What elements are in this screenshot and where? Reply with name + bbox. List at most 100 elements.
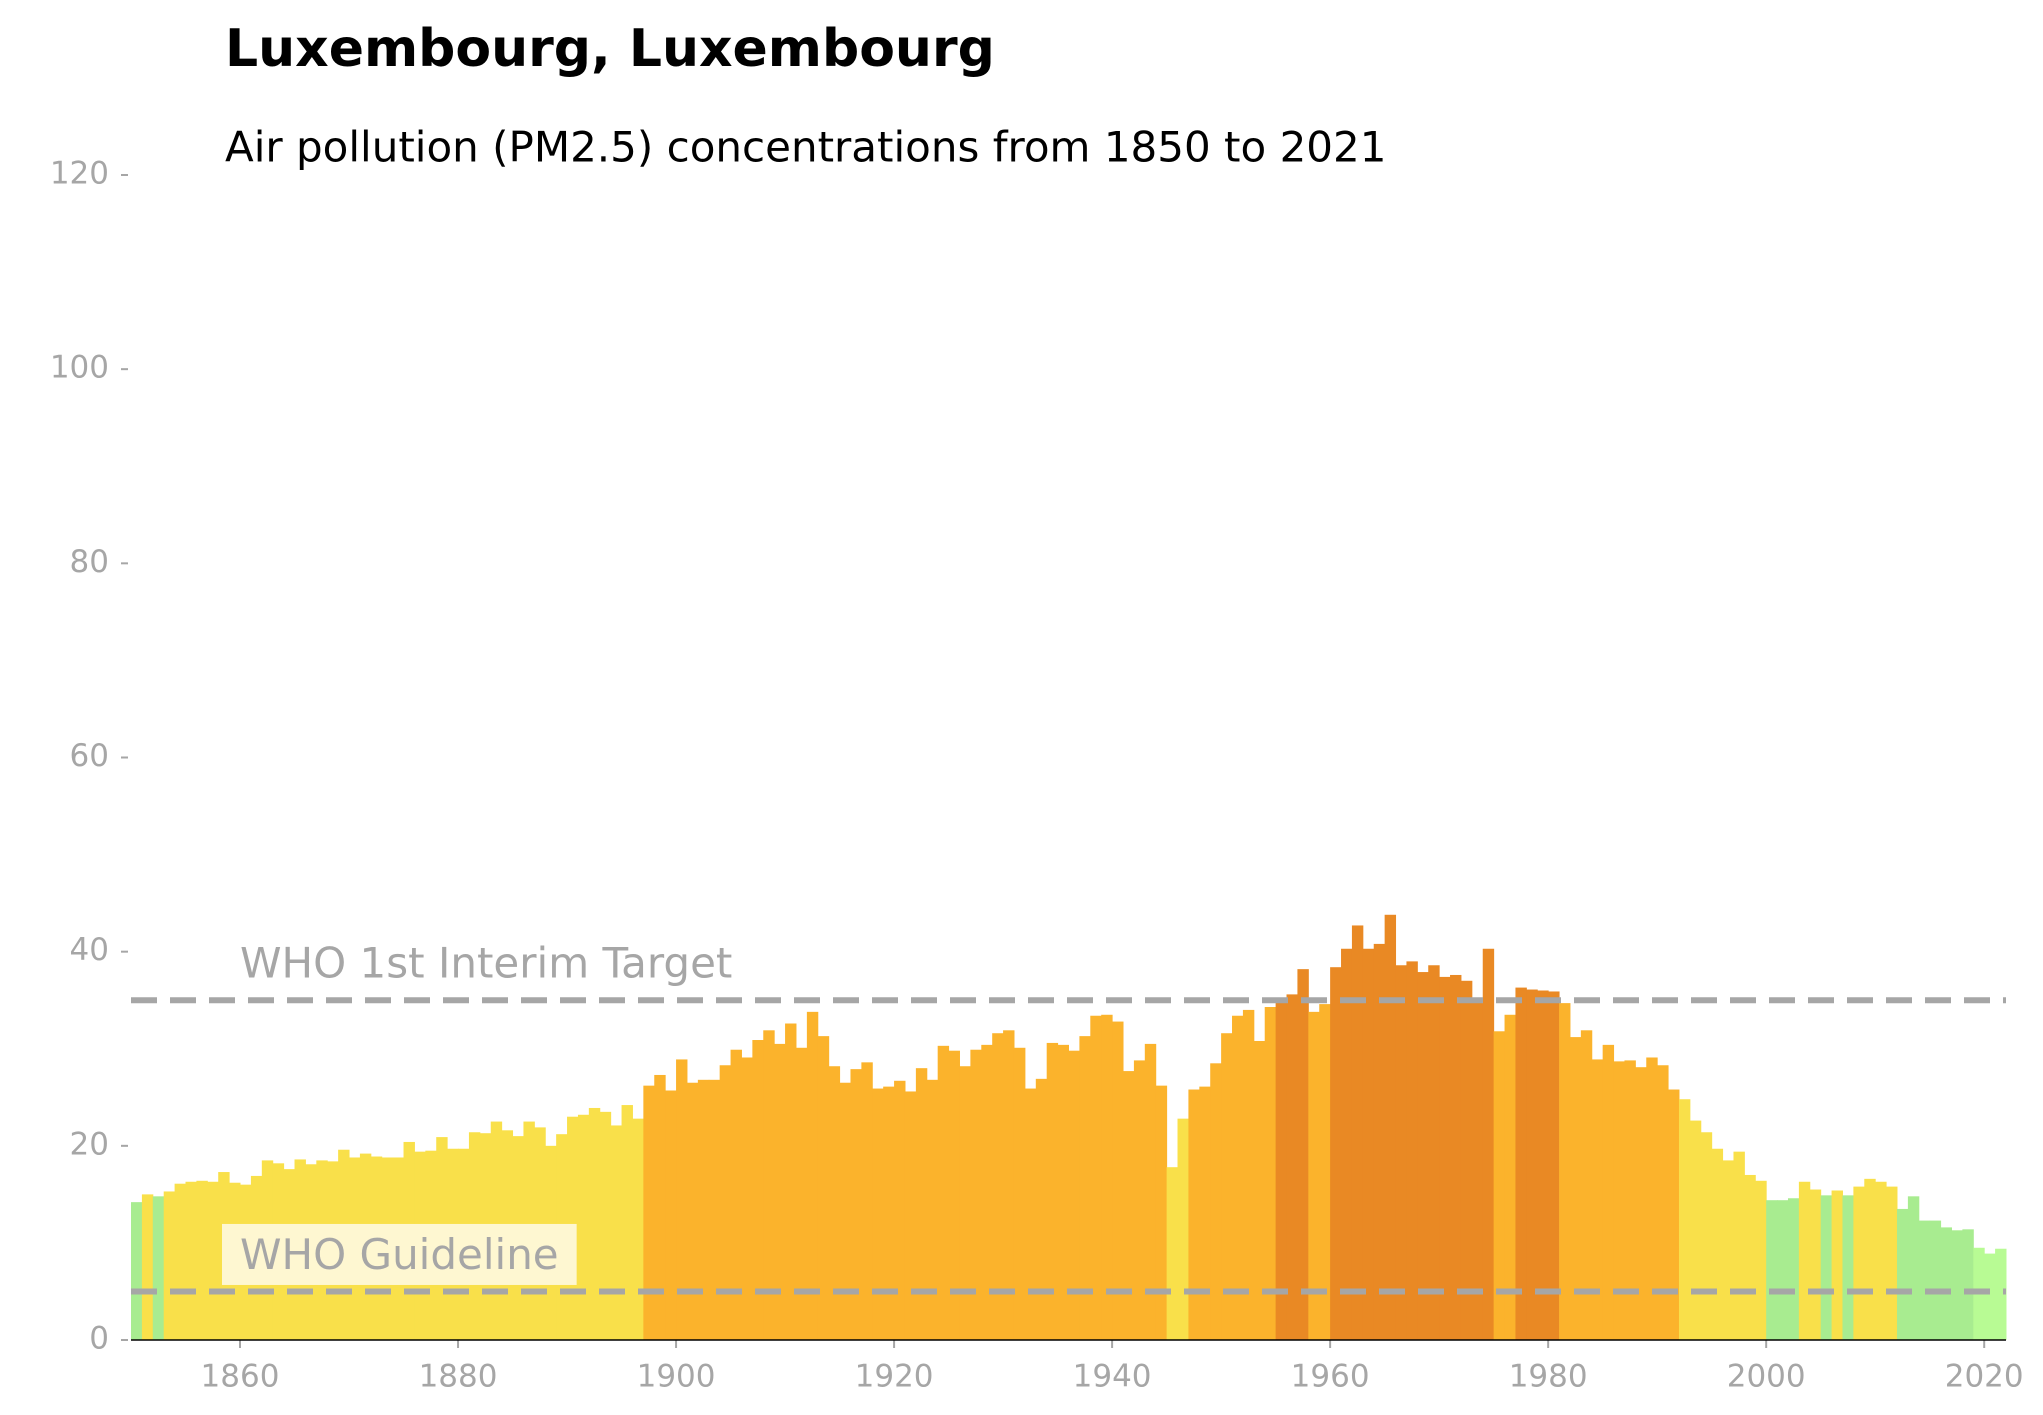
bar <box>1602 1044 1615 1340</box>
bar <box>981 1044 993 1340</box>
bar <box>686 1082 699 1340</box>
bar <box>1166 1167 1179 1340</box>
bar <box>1003 1030 1015 1340</box>
bar <box>719 1065 732 1340</box>
bar <box>1079 1036 1091 1340</box>
bar <box>904 1091 917 1340</box>
reference-label: WHO Guideline <box>240 1230 559 1279</box>
bar <box>1319 1004 1331 1340</box>
bar <box>1177 1118 1189 1340</box>
bar <box>1689 1120 1702 1340</box>
bar <box>676 1059 688 1340</box>
bar <box>1864 1178 1876 1340</box>
bar <box>1123 1071 1135 1340</box>
bar <box>1809 1189 1822 1340</box>
bar <box>937 1045 950 1340</box>
bar <box>1559 1003 1571 1340</box>
x-tick-label: 1940 <box>1073 1359 1152 1395</box>
bar <box>730 1049 742 1340</box>
bar <box>643 1085 655 1340</box>
bar <box>1439 976 1451 1340</box>
bar <box>872 1088 884 1340</box>
bar <box>1242 1009 1255 1340</box>
bar <box>1580 1030 1593 1340</box>
bar <box>152 1196 165 1340</box>
bar <box>1308 1011 1320 1340</box>
bar <box>1417 972 1429 1340</box>
bar <box>1373 943 1386 1340</box>
bar <box>1951 1230 1963 1340</box>
bar <box>883 1086 895 1340</box>
y-tick-label: 20 <box>70 1126 109 1162</box>
bar <box>1428 965 1440 1340</box>
bar <box>1351 925 1364 1340</box>
bar <box>1875 1181 1887 1340</box>
bar <box>839 1082 851 1340</box>
bar <box>1504 1014 1516 1340</box>
bar <box>1013 1047 1026 1340</box>
bar <box>1896 1208 1909 1340</box>
bar <box>1766 1200 1778 1340</box>
bar <box>1886 1186 1898 1340</box>
bar <box>1395 965 1407 1340</box>
bar <box>1624 1060 1636 1340</box>
bar <box>708 1079 721 1340</box>
bar <box>894 1080 906 1340</box>
bar <box>163 1191 176 1340</box>
bar <box>1341 948 1353 1340</box>
x-tick-label: 1980 <box>1509 1359 1588 1395</box>
bar <box>1090 1015 1102 1340</box>
bar <box>1940 1227 1952 1340</box>
y-tick-label: 120 <box>50 156 109 192</box>
y-tick-label: 40 <box>70 932 109 968</box>
bar <box>621 1105 633 1340</box>
bar <box>1646 1057 1658 1340</box>
bar <box>785 1023 797 1340</box>
bar <box>1264 1007 1277 1340</box>
bar <box>1493 1031 1506 1340</box>
y-tick-label: 60 <box>70 738 109 774</box>
bar <box>1591 1059 1604 1340</box>
bar <box>1155 1085 1168 1340</box>
bar <box>1657 1065 1669 1340</box>
bar <box>806 1011 819 1340</box>
bar <box>207 1181 219 1340</box>
y-tick-label: 100 <box>50 350 109 386</box>
bar <box>1144 1043 1157 1340</box>
bar <box>926 1079 939 1340</box>
bar <box>1221 1033 1233 1340</box>
bar <box>1755 1180 1767 1340</box>
bar <box>1548 991 1560 1340</box>
bar <box>1842 1195 1854 1340</box>
bar <box>577 1114 590 1340</box>
bar <box>1984 1253 1996 1340</box>
bar <box>1286 994 1298 1340</box>
bar <box>970 1049 982 1340</box>
reference-label-box <box>222 1223 577 1285</box>
bar <box>1962 1229 1974 1340</box>
bar <box>828 1066 841 1340</box>
bar <box>1798 1181 1811 1340</box>
bar <box>1068 1050 1080 1340</box>
bar <box>1700 1132 1713 1340</box>
bar <box>1853 1186 1865 1340</box>
bar <box>632 1118 644 1340</box>
bar <box>1711 1148 1724 1340</box>
x-tick-label: 1880 <box>419 1359 498 1395</box>
chart-subtitle: Air pollution (PM2.5) concentrations fro… <box>225 123 1386 172</box>
bar <box>1733 1151 1745 1340</box>
bar <box>959 1066 971 1340</box>
bar <box>1199 1086 1211 1340</box>
bar <box>1253 1040 1266 1340</box>
bar <box>1275 1000 1288 1340</box>
bar <box>1635 1067 1647 1340</box>
bar <box>1787 1198 1800 1340</box>
bar <box>1035 1078 1048 1340</box>
bar <box>1133 1060 1146 1340</box>
bar <box>795 1047 808 1340</box>
bar <box>1210 1063 1222 1340</box>
x-tick-label: 2020 <box>1945 1359 2024 1395</box>
bar <box>174 1183 187 1340</box>
